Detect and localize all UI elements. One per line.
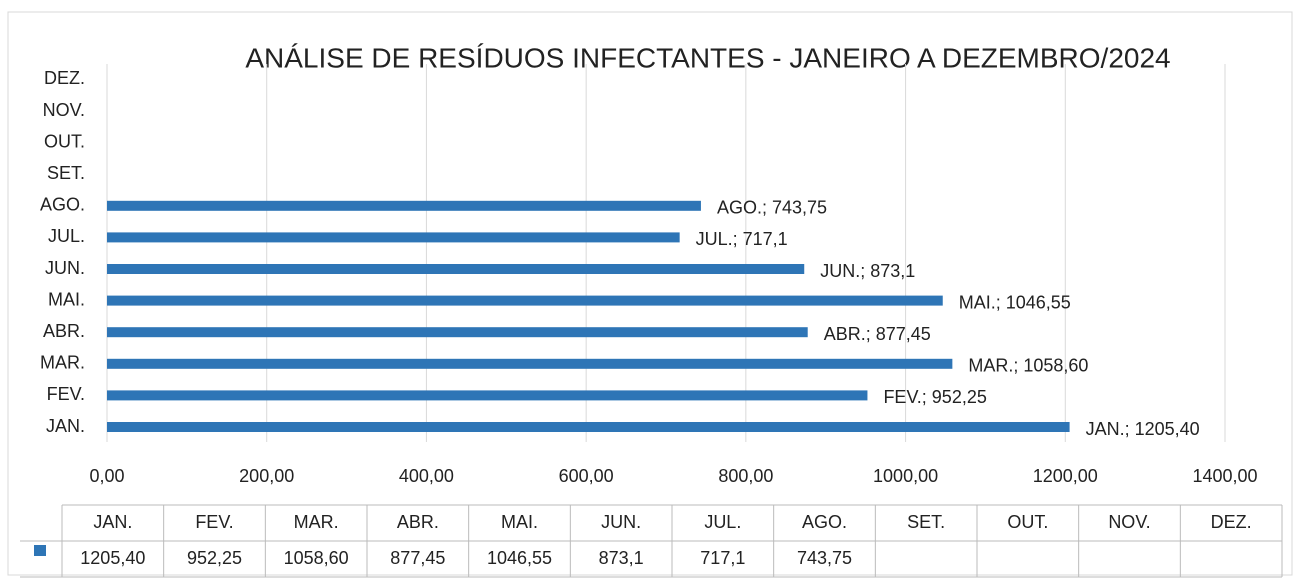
- data-label: MAI.; 1046,55: [959, 292, 1071, 312]
- x-tick-label: 400,00: [399, 466, 454, 486]
- data-label: MAR.; 1058,60: [968, 356, 1088, 376]
- x-tick-label: 600,00: [559, 466, 614, 486]
- bar: [107, 390, 868, 401]
- bar: [107, 358, 953, 369]
- data-label: JUL.; 717,1: [696, 229, 788, 249]
- table-value: 717,1: [700, 548, 745, 568]
- bar: [107, 264, 805, 274]
- data-label: FEV.; 952,25: [883, 387, 986, 407]
- bar: [107, 327, 808, 338]
- table-header: AGO.: [802, 512, 847, 532]
- table-header: FEV.: [195, 512, 233, 532]
- y-tick-label: JUN.: [45, 258, 85, 278]
- y-tick-label: SET.: [47, 163, 85, 183]
- table-value: 1046,55: [487, 548, 552, 568]
- table-header: OUT.: [1007, 512, 1048, 532]
- x-tick-label: 1400,00: [1192, 466, 1257, 486]
- y-tick-label: NOV.: [43, 100, 85, 120]
- table-value: 1058,60: [284, 548, 349, 568]
- table-header: MAR.: [294, 512, 339, 532]
- y-tick-label: OUT.: [44, 131, 85, 151]
- table-value: 1205,40: [80, 548, 145, 568]
- table-value: 873,1: [599, 548, 644, 568]
- table-header: JAN.: [93, 512, 132, 532]
- bar: [107, 295, 943, 306]
- chart-title: ANÁLISE DE RESÍDUOS INFECTANTES - JANEIR…: [245, 42, 1170, 73]
- data-label: JUN.; 873,1: [820, 261, 915, 281]
- data-label: AGO.; 743,75: [717, 198, 827, 218]
- y-tick-label: DEZ.: [44, 68, 85, 88]
- y-tick-label: JUL.: [48, 226, 85, 246]
- table-header: DEZ.: [1211, 512, 1252, 532]
- y-tick-label: AGO.: [40, 195, 85, 215]
- data-label: ABR.; 877,45: [824, 324, 931, 344]
- x-tick-label: 800,00: [718, 466, 773, 486]
- bar: [107, 422, 1070, 432]
- table-header: SET.: [907, 512, 945, 532]
- x-tick-label: 200,00: [239, 466, 294, 486]
- y-tick-label: MAI.: [48, 289, 85, 309]
- x-tick-label: 0,00: [89, 466, 124, 486]
- table-header: ABR.: [397, 512, 439, 532]
- bar: [107, 232, 680, 243]
- table-header: NOV.: [1108, 512, 1150, 532]
- x-tick-label: 1200,00: [1033, 466, 1098, 486]
- y-tick-label: FEV.: [47, 384, 85, 404]
- table-value: 877,45: [390, 548, 445, 568]
- bar: [107, 200, 701, 211]
- table-header: JUN.: [601, 512, 641, 532]
- data-label: JAN.; 1205,40: [1086, 419, 1200, 439]
- y-tick-label: ABR.: [43, 321, 85, 341]
- table-value: 743,75: [797, 548, 852, 568]
- x-tick-label: 1000,00: [873, 466, 938, 486]
- table-header: MAI.: [501, 512, 538, 532]
- table-header: JUL.: [704, 512, 741, 532]
- table-value: 952,25: [187, 548, 242, 568]
- chart-border: [7, 11, 1293, 576]
- y-tick-label: MAR.: [40, 353, 85, 373]
- y-tick-label: JAN.: [46, 416, 85, 436]
- legend-key: [34, 545, 46, 556]
